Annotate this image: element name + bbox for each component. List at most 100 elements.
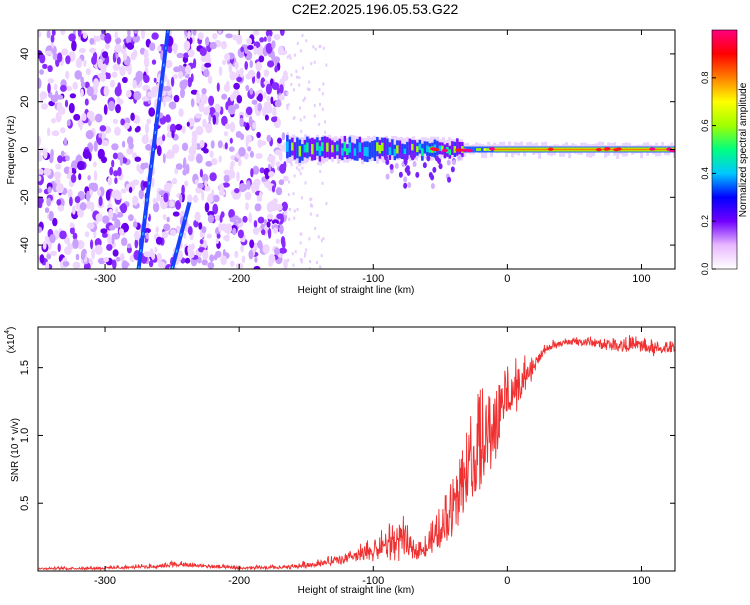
noise-cell [84, 81, 90, 89]
noise-cell [322, 46, 325, 50]
noise-cell [151, 32, 159, 40]
noise-cell [69, 93, 77, 99]
noise-cell [274, 99, 282, 108]
noise-cell [313, 60, 316, 64]
band-cell [391, 139, 394, 156]
noise-cell [112, 118, 119, 125]
band-cell [368, 142, 372, 160]
band-cell [313, 139, 317, 161]
noise-cell [57, 243, 61, 253]
noise-cell [186, 121, 190, 127]
noise-cell [245, 202, 249, 211]
noise-cell [290, 82, 293, 86]
noise-cell [190, 89, 199, 95]
band-cell [356, 139, 359, 161]
noise-cell [138, 189, 144, 200]
band-core [341, 147, 344, 156]
noise-cell [115, 207, 119, 215]
noise-cell [161, 231, 169, 239]
noise-cell [290, 163, 293, 167]
noise-cell [50, 34, 55, 43]
noise-cell [288, 180, 290, 184]
band-cell [328, 138, 332, 159]
noise-cell [72, 232, 78, 240]
band-hotspot [649, 147, 656, 151]
noise-cell [185, 64, 192, 75]
noise-cell [202, 249, 209, 260]
noise-cell [279, 247, 287, 254]
band-core [316, 142, 319, 151]
band-cell [481, 146, 484, 153]
noise-cell [147, 91, 153, 98]
noise-cell [112, 152, 118, 160]
noise-cell [225, 223, 233, 235]
noise-cell [257, 216, 265, 224]
noise-cell [157, 261, 166, 268]
noise-cell [151, 87, 158, 98]
noise-cell [165, 114, 171, 123]
noise-cell [218, 66, 223, 76]
noise-cell [148, 260, 154, 268]
noise-cell [114, 86, 122, 97]
noise-cell [115, 256, 121, 262]
noise-cell [302, 66, 304, 70]
noise-cell [308, 88, 311, 91]
noise-cell [206, 195, 214, 203]
noise-cell [44, 207, 50, 214]
noise-cell [162, 134, 166, 142]
noise-cell [40, 95, 44, 104]
heatmap-x-ticks: -300 -200 -100 0 100 [94, 30, 651, 285]
noise-cell [157, 45, 162, 52]
noise-cell [293, 209, 296, 213]
band-tail [385, 173, 390, 180]
noise-cell [166, 182, 173, 188]
noise-cell [267, 60, 275, 68]
noise-cell [121, 261, 130, 268]
noise-cell [302, 98, 305, 102]
noise-cell [39, 69, 44, 75]
noise-cell [207, 262, 215, 269]
noise-cell [206, 233, 212, 239]
noise-cell [176, 52, 185, 59]
noise-cell [152, 197, 157, 204]
noise-cell [194, 113, 203, 119]
noise-cell [207, 75, 213, 84]
band-core [321, 142, 324, 152]
noise-cell [275, 238, 280, 245]
noise-cell [84, 98, 89, 106]
noise-cell [120, 118, 126, 126]
noise-cell [60, 84, 67, 92]
noise-cell [287, 258, 290, 262]
noise-cell [187, 244, 194, 256]
colorbar-ticks: 0.0 0.2 0.4 0.6 0.8 [700, 72, 716, 275]
noise-cell [230, 260, 235, 267]
band-cell [371, 141, 374, 158]
noise-cell [313, 114, 316, 118]
noise-cell [256, 195, 261, 202]
noise-cell [250, 168, 254, 178]
noise-cell [212, 32, 218, 40]
noise-cell [274, 203, 283, 211]
noise-cell [89, 37, 95, 45]
noise-cell [310, 203, 312, 207]
noise-cell [102, 51, 109, 59]
noise-cell [163, 85, 172, 92]
band-core [438, 145, 442, 151]
noise-cell [74, 70, 82, 80]
noise-cell [204, 62, 212, 68]
noise-cell [38, 77, 42, 89]
noise-cell [275, 161, 281, 167]
noise-cell [67, 188, 73, 199]
noise-cell [229, 121, 236, 133]
band-core [483, 148, 487, 151]
noise-cell [247, 45, 254, 50]
noise-cell [252, 122, 257, 130]
band-tail [412, 152, 417, 159]
noise-cell [55, 111, 62, 123]
colorbar-ramp [711, 29, 738, 270]
noise-cell [274, 247, 280, 256]
noise-cell [300, 258, 302, 261]
noise-cell [205, 36, 210, 46]
noise-cell [123, 122, 130, 130]
noise-cell [205, 123, 213, 134]
